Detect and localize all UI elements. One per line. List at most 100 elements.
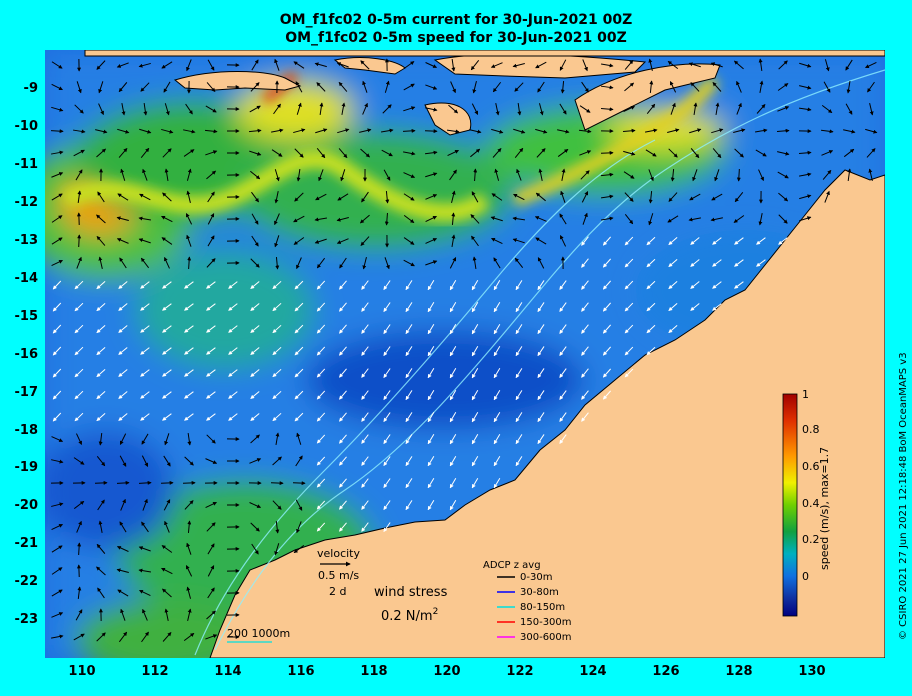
- current-vector: [714, 169, 720, 182]
- current-vector: [161, 215, 173, 223]
- wind-vector: [206, 413, 216, 421]
- current-vector: [385, 190, 390, 204]
- wind-vector: [712, 237, 722, 245]
- wind-vector: [405, 412, 413, 423]
- current-vector: [164, 520, 170, 533]
- current-vector: [295, 455, 303, 467]
- wind-vector: [602, 258, 612, 268]
- wind-vector: [493, 412, 501, 423]
- wind-vector: [493, 478, 501, 489]
- current-vector: [271, 149, 283, 157]
- wind-vector: [206, 281, 216, 289]
- current-vector: [295, 81, 303, 93]
- current-vector: [163, 455, 171, 467]
- current-vector: [51, 106, 64, 112]
- current-vector: [161, 61, 173, 69]
- wind-vector: [140, 325, 150, 333]
- wind-vector: [339, 456, 347, 466]
- current-vector: [337, 128, 350, 134]
- current-vector: [77, 542, 82, 556]
- wind-vector: [427, 478, 435, 489]
- current-vector: [579, 105, 591, 113]
- current-vector: [362, 257, 367, 270]
- wind-vector: [383, 522, 391, 533]
- current-vector: [183, 149, 195, 157]
- current-vector: [161, 128, 174, 134]
- wind-vector: [559, 346, 567, 356]
- current-vector: [538, 103, 544, 116]
- current-vector: [492, 148, 502, 158]
- wind-vector: [624, 368, 634, 378]
- current-vector: [756, 104, 766, 114]
- current-vector: [451, 58, 456, 72]
- current-vector: [120, 498, 126, 511]
- current-vector: [600, 150, 614, 155]
- wind-vector: [118, 391, 128, 399]
- current-vector: [471, 191, 479, 203]
- wind-vector: [294, 324, 304, 334]
- current-vector: [668, 192, 678, 202]
- current-vector: [667, 215, 679, 223]
- current-vector: [296, 521, 302, 534]
- current-vector: [119, 521, 127, 533]
- current-vector: [403, 83, 415, 91]
- wind-vector: [646, 258, 656, 268]
- wind-vector: [206, 391, 216, 399]
- wind-vector: [316, 478, 326, 488]
- wind-vector: [339, 324, 347, 334]
- wind-vector: [250, 369, 260, 377]
- wind-vector: [162, 347, 172, 355]
- wind-vector: [74, 346, 84, 356]
- current-vector: [116, 546, 129, 552]
- current-vector: [581, 81, 589, 93]
- lat-label: -14: [14, 271, 39, 286]
- wind-vector: [449, 434, 457, 445]
- current-vector: [186, 190, 191, 203]
- current-vector: [187, 520, 192, 534]
- current-vector: [275, 432, 280, 445]
- wind-vector: [162, 325, 172, 333]
- current-vector: [561, 168, 566, 181]
- wind-vector: [74, 412, 84, 422]
- wind-vector: [449, 280, 457, 291]
- current-vector: [77, 586, 82, 600]
- current-vector: [274, 191, 279, 204]
- current-vector: [116, 480, 130, 485]
- current-vector: [184, 500, 194, 510]
- current-vector: [362, 102, 368, 115]
- wind-vector: [515, 324, 523, 335]
- lat-label: -11: [14, 157, 39, 172]
- current-vector: [715, 102, 720, 115]
- wind-vector: [162, 281, 172, 289]
- current-vector: [734, 148, 744, 158]
- wind-vector: [272, 346, 282, 356]
- wind-vector: [272, 324, 282, 334]
- lat-label: -10: [14, 119, 39, 134]
- current-vector: [494, 168, 500, 181]
- wind-vector: [272, 368, 282, 378]
- wind-vector: [624, 346, 634, 356]
- wind-vector: [559, 412, 567, 422]
- wind-vector: [316, 500, 326, 510]
- current-vector: [164, 103, 170, 116]
- current-vector: [336, 217, 349, 222]
- current-vector: [403, 215, 415, 223]
- current-vector: [98, 81, 104, 94]
- wind-vector: [427, 412, 435, 423]
- current-vector: [778, 60, 788, 70]
- lat-label: -18: [14, 423, 39, 438]
- wind-vector: [449, 368, 457, 379]
- current-vector: [403, 151, 416, 156]
- current-vector: [164, 256, 170, 269]
- current-vector: [491, 193, 503, 201]
- current-vector: [51, 172, 64, 178]
- wind-vector: [471, 412, 479, 423]
- current-vector: [73, 457, 85, 465]
- current-vector: [206, 258, 216, 268]
- current-vector: [76, 520, 82, 533]
- wind-vector: [361, 478, 369, 488]
- current-vector: [97, 191, 105, 203]
- wind-vector: [140, 413, 150, 421]
- current-vector: [138, 216, 152, 221]
- wind-vector: [96, 390, 106, 400]
